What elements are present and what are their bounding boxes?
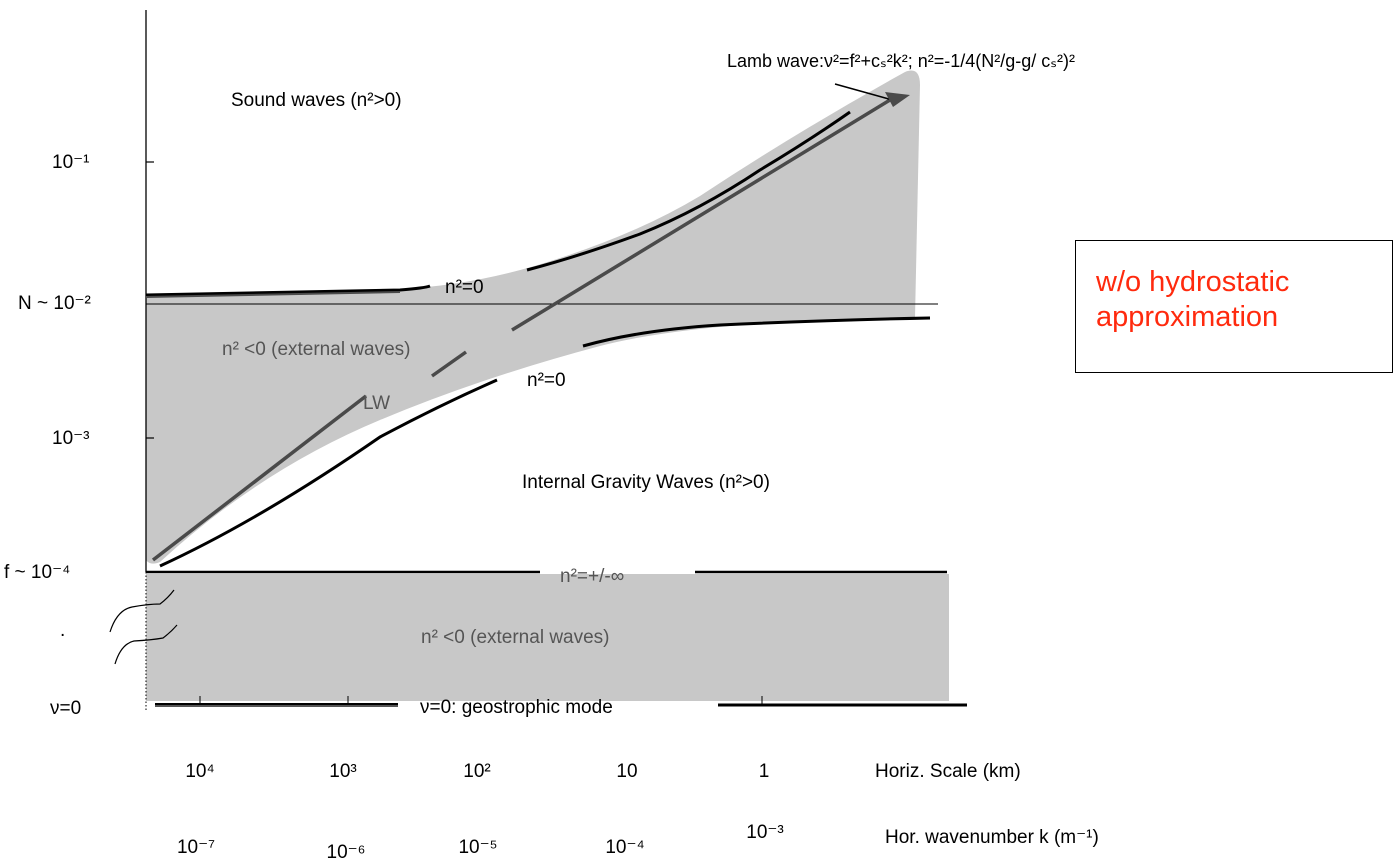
lamb-wave-line-mid [430,350,468,378]
internal-gravity-waves-label: Internal Gravity Waves (n²>0) [522,472,770,493]
external-waves-lower-label: n² <0 (external waves) [421,627,610,648]
scale-axis-label: Horiz. Scale (km) [875,761,1021,782]
lamb-wave-line-upper [511,98,891,332]
n2-zero-upper-label: n²=0 [445,277,484,298]
lamb-wave-arrow [834,83,897,102]
sound-waves-label: Sound waves (n²>0) [231,90,402,111]
y-axis-ticks [146,161,154,439]
y-label-10-3: 10⁻³ [52,428,90,449]
wavenumber-tick-1: 10⁻⁷ [177,837,215,858]
n2-zero-upper-curve-right [526,110,851,272]
axis-break-squiggle-lower [114,624,178,665]
lamb-wave-annotation: Lamb wave:ν²=f²+cₛ²k²; n²=-1/4(N²/g-g/ c… [727,51,1075,71]
lamb-wave-arrowhead [885,92,910,107]
note-text: w/o hydrostatic approximation [1096,266,1290,333]
wavenumber-tick-5: 10⁻³ [746,822,784,843]
note-box: w/o hydrostatic approximation [1075,240,1393,373]
n2-inf-label: n²=+/-∞ [560,566,624,587]
n2-zero-upper-curve-left [145,284,431,297]
y-label-dot: . [60,620,65,641]
n2-zero-lower-curve-right [582,316,931,348]
y-label-f: f ~ 10⁻⁴ [4,562,70,583]
lamb-wave-line-lower [151,394,368,562]
scale-tick-3: 10² [463,761,490,782]
lw-label: LW [363,393,390,414]
n2-zero-lower-label: n²=0 [527,370,566,391]
wavenumber-axis-label: Hor. wavenumber k (m⁻¹) [885,827,1099,848]
external-waves-upper-label: n² <0 (external waves) [222,339,411,360]
n2-zero-lower-curve [159,378,498,568]
shaded-region-lower [146,574,949,701]
scale-tick-1: 10⁴ [185,761,214,782]
scale-tick-5: 1 [759,761,770,782]
wavenumber-tick-2: 10⁻⁶ [327,842,366,863]
axis-break-squiggle-upper [109,589,175,633]
wavenumber-tick-4: 10⁻⁴ [605,837,644,858]
y-label-10-1: 10⁻¹ [52,152,90,173]
n2-zero-upper-curve-grey [145,291,401,298]
y-label-n: N ~ 10⁻² [18,293,91,314]
wavenumber-tick-3: 10⁻⁵ [458,837,497,858]
scale-tick-2: 10³ [329,761,356,782]
y-label-nu0: ν=0 [50,698,81,719]
geostrophic-label: ν=0: geostrophic mode [420,697,613,718]
scale-tick-4: 10 [616,761,637,782]
